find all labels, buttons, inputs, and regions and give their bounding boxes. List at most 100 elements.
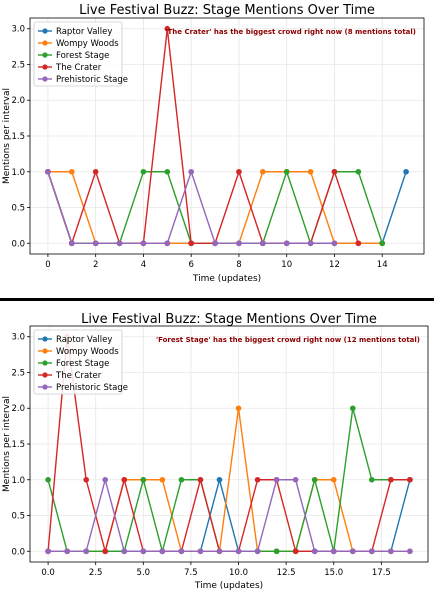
- data-point: [217, 477, 223, 483]
- x-tick-label: 0.0: [41, 568, 55, 578]
- legend-entry: Raptor Valley: [56, 27, 112, 37]
- data-point: [45, 169, 51, 175]
- y-tick-label: 1.0: [11, 476, 25, 486]
- x-tick-label: 14: [377, 260, 388, 270]
- y-tick-label: 2.5: [11, 60, 25, 70]
- data-point: [83, 548, 89, 554]
- x-axis-label: Time (updates): [194, 581, 263, 591]
- data-point: [236, 548, 242, 554]
- y-tick-label: 1.5: [11, 132, 25, 142]
- data-point: [45, 548, 51, 554]
- data-point: [388, 477, 394, 483]
- data-point: [284, 240, 290, 246]
- y-tick-label: 0.0: [11, 547, 25, 557]
- data-point: [331, 477, 337, 483]
- data-point: [121, 477, 127, 483]
- data-point: [102, 548, 108, 554]
- legend-swatch-marker: [42, 336, 47, 341]
- x-tick-label: 10: [281, 260, 292, 270]
- y-axis-label: Mentions per interval: [2, 88, 12, 184]
- x-tick-label: 5.0: [137, 568, 151, 578]
- data-point: [293, 477, 299, 483]
- data-point: [379, 240, 385, 246]
- data-point: [350, 405, 356, 411]
- x-tick-label: 4: [141, 260, 146, 270]
- data-point: [260, 240, 266, 246]
- data-point: [356, 240, 362, 246]
- x-tick-label: 12.5: [277, 568, 296, 578]
- data-point: [217, 548, 223, 554]
- legend-entry: Prehistoric Stage: [56, 75, 128, 85]
- legend-entry: The Crater: [55, 371, 102, 381]
- data-point: [198, 477, 204, 483]
- data-point: [403, 169, 409, 175]
- data-point: [407, 548, 413, 554]
- y-tick-label: 0.5: [11, 204, 25, 214]
- data-point: [274, 477, 280, 483]
- x-tick-label: 2.5: [89, 568, 103, 578]
- data-point: [332, 169, 338, 175]
- y-tick-label: 1.5: [11, 440, 25, 450]
- data-point: [121, 548, 127, 554]
- data-point: [407, 477, 413, 483]
- data-point: [369, 477, 375, 483]
- data-point: [260, 169, 266, 175]
- data-point: [369, 548, 375, 554]
- data-point: [236, 169, 242, 175]
- data-point: [64, 548, 70, 554]
- legend-entry: The Crater: [55, 63, 102, 73]
- data-point: [198, 548, 204, 554]
- data-point: [179, 477, 185, 483]
- bottom-chart: 0.0 2.5 5.0 7.5 10.0 12.5 15.0 17.5 0.0 0.5 1.0 1.5…: [2, 312, 428, 591]
- data-point: [141, 548, 147, 554]
- chart-title: Live Festival Buzz: Stage Mentions Over …: [79, 3, 375, 18]
- data-point: [308, 169, 314, 175]
- data-point: [350, 548, 356, 554]
- y-tick-label: 3.0: [11, 333, 25, 343]
- x-tick-label: 15.0: [324, 568, 343, 578]
- data-point: [188, 169, 194, 175]
- x-tick-label: 12: [329, 260, 340, 270]
- legend-swatch-marker: [42, 360, 47, 365]
- data-point: [160, 477, 166, 483]
- x-tick-label: 8: [236, 260, 241, 270]
- legend-entry: Prehistoric Stage: [56, 383, 128, 393]
- x-axis-label: Time (updates): [192, 274, 261, 284]
- data-point: [83, 477, 89, 483]
- data-point: [141, 169, 147, 175]
- data-point: [236, 240, 242, 246]
- chart-divider: [0, 298, 434, 301]
- data-point: [141, 477, 147, 483]
- legend-swatch-marker: [42, 76, 47, 81]
- x-tick-label: 17.5: [372, 568, 391, 578]
- top-chart: 0 2 4 6 8 10 12 14 0.0 0.5 1.0 1.5 2.0 2.5 3.0 Live Fes…: [2, 3, 424, 284]
- y-axis-label: Mentions per interval: [2, 396, 12, 492]
- data-point: [308, 240, 314, 246]
- x-tick-label: 0: [45, 260, 50, 270]
- data-point: [212, 240, 218, 246]
- data-point: [255, 477, 261, 483]
- data-point: [312, 548, 318, 554]
- data-point: [188, 240, 194, 246]
- data-point: [160, 548, 166, 554]
- y-tick-label: 2.0: [11, 404, 25, 414]
- data-point: [331, 548, 337, 554]
- x-tick-label: 6: [188, 260, 193, 270]
- data-point: [102, 477, 108, 483]
- legend-swatch-marker: [42, 372, 47, 377]
- y-tick-label: 2.5: [11, 368, 25, 378]
- y-tick-label: 2.0: [11, 96, 25, 106]
- legend-entry: Forest Stage: [56, 359, 109, 369]
- legend-swatch-marker: [42, 28, 47, 33]
- legend-swatch-marker: [42, 52, 47, 57]
- legend-entry: Wompy Woods: [56, 39, 119, 49]
- legend-swatch-marker: [42, 348, 47, 353]
- x-tick-label: 7.5: [184, 568, 198, 578]
- data-point: [236, 405, 242, 411]
- annotation-text: 'The Crater' has the biggest crowd right…: [165, 28, 416, 36]
- data-point: [69, 240, 75, 246]
- data-point: [356, 169, 362, 175]
- data-point: [284, 169, 290, 175]
- data-point: [165, 240, 171, 246]
- data-point: [93, 240, 99, 246]
